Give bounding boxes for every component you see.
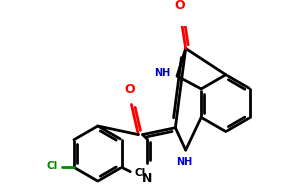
Text: NH: NH bbox=[176, 157, 192, 167]
Text: NH: NH bbox=[154, 68, 170, 78]
Text: N: N bbox=[142, 172, 152, 185]
Text: O: O bbox=[124, 83, 135, 96]
Text: Cl: Cl bbox=[135, 168, 146, 177]
Text: O: O bbox=[174, 0, 185, 12]
Text: Cl: Cl bbox=[46, 162, 58, 172]
